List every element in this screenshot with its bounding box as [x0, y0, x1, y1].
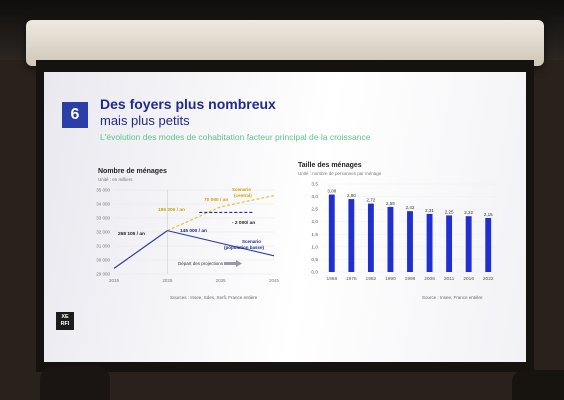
- xerfi-logo: XE RFI: [56, 312, 74, 330]
- y-tick-label: 0,0: [311, 270, 318, 276]
- x-tick-label: 1999: [405, 276, 416, 282]
- legend-scenario-low: (population basse): [224, 245, 265, 250]
- y-tick-label: 2,5: [311, 207, 318, 213]
- audience-seat: [512, 370, 564, 400]
- projection-label: Départ des projections: [178, 261, 224, 266]
- x-tick-label: 2016: [463, 276, 474, 282]
- audience-seat: [40, 366, 110, 400]
- line-chart-unit: Unité : en milliers: [98, 177, 133, 182]
- y-tick-label: 33 000: [96, 216, 110, 221]
- x-tick-label: 2006: [424, 276, 435, 282]
- annotation-central-rate: 185 306 / an: [158, 207, 185, 213]
- y-tick-label: 29 000: [96, 272, 110, 277]
- bar: [446, 215, 453, 272]
- x-tick-label: 1990: [385, 276, 396, 282]
- bar: [426, 213, 433, 272]
- y-tick-label: 31 000: [96, 244, 110, 249]
- y-tick-label: 1,0: [311, 244, 318, 250]
- bar-chart-unit: Unité : nombre de personnes par ménage: [298, 171, 382, 176]
- bar: [348, 199, 355, 272]
- annotation-mid-rate: 145 000 / an: [180, 228, 207, 234]
- line-chart: 35 000 34 000 33 000 32 000 31 000 30 000 29 0…: [96, 187, 280, 283]
- x-tick-label: 2022: [483, 276, 494, 282]
- y-tick-label: 0,5: [311, 257, 318, 263]
- annotation-low-rate: - 2 000/ an: [232, 220, 255, 226]
- presentation-slide: 6 Des foyers plus nombreux mais plus pet…: [44, 72, 526, 362]
- x-tick-label: 2025: [162, 278, 173, 283]
- y-tick-label: 30 000: [96, 258, 110, 263]
- legend-scenario-low: Scenario: [242, 239, 261, 244]
- projection-arrow-icon: [224, 260, 242, 267]
- legend-scenario-central: Scenario: [232, 187, 251, 192]
- logo-line: XE: [61, 314, 69, 320]
- bar: [465, 216, 472, 272]
- bar: [387, 206, 394, 272]
- slide-title: Des foyers plus nombreux: [100, 96, 276, 112]
- line-chart-title: Nombre de ménages: [98, 168, 167, 175]
- bar-value-label: 2,72: [367, 198, 376, 203]
- bar-value-label: 2,22: [464, 210, 473, 215]
- bar-value-label: 2,25: [445, 209, 454, 214]
- slide-number-badge: 6: [62, 102, 88, 128]
- projector-screen-housing: [26, 20, 544, 66]
- bar-value-label: 2,31: [425, 208, 434, 213]
- x-tick-label: 2045: [269, 278, 280, 283]
- bar-value-label: 2,15: [484, 212, 493, 217]
- bar: [367, 203, 374, 272]
- bar-value-label: 2,59: [386, 201, 395, 206]
- x-tick-label: 1975: [346, 276, 357, 282]
- logo-line: RFI: [60, 321, 70, 327]
- bar-chart-source: Source : Insee, France entière: [422, 295, 483, 300]
- bar-value-label: 2,42: [406, 205, 415, 210]
- x-tick-label: 1982: [366, 276, 377, 282]
- y-tick-label: 34 000: [96, 202, 110, 207]
- slide-subheading: L'évolution des modes de cohabitation fa…: [100, 132, 371, 142]
- series-line: [167, 230, 275, 257]
- line-chart-source: Sources : Insee, Sdes, Xerfi, France ent…: [170, 295, 258, 300]
- series-line: [113, 230, 168, 269]
- x-tick-label: 1968: [326, 276, 337, 282]
- bar-value-label: 3,08: [327, 189, 336, 194]
- bar: [485, 217, 492, 272]
- x-tick-label: 2015: [109, 278, 120, 283]
- bar: [407, 211, 413, 272]
- bar: [328, 194, 335, 272]
- annotation-hist-rate: 268 105 / an: [118, 231, 145, 237]
- bar-value-label: 2,90: [347, 193, 356, 198]
- x-tick-label: 2011: [444, 276, 455, 282]
- y-tick-label: 2,0: [311, 219, 318, 225]
- bar-chart-title: Taille des ménages: [298, 162, 362, 169]
- y-tick-label: 3,5: [311, 182, 318, 188]
- y-tick-label: 1,5: [311, 232, 318, 238]
- annotation-central-rate-2: 70 000 / an: [204, 197, 228, 203]
- y-tick-label: 3,0: [311, 194, 318, 200]
- y-tick-label: 35 000: [96, 188, 110, 193]
- y-tick-label: 32 000: [96, 230, 110, 235]
- slide-subtitle: mais plus petits: [100, 113, 190, 128]
- x-tick-label: 2035: [216, 278, 227, 283]
- legend-scenario-central: (central): [234, 193, 252, 198]
- bar-chart: 3,5 3,0 2,5 2,0 1,5 1,0 0,5 0,0 3,08 1968 2,90 1975…: [311, 182, 498, 282]
